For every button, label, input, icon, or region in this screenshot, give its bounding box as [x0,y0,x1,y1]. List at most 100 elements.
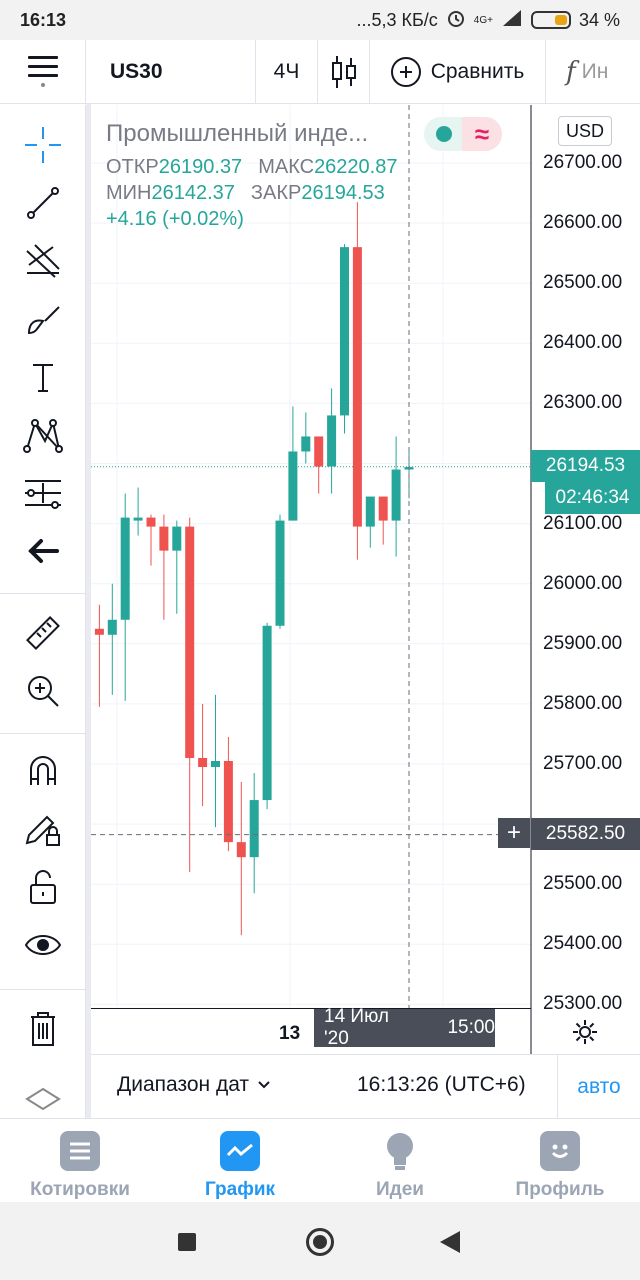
symbol-title[interactable]: Промышленный инде... [106,120,369,147]
indicators-label: Ин [581,59,609,83]
text-icon [33,364,53,392]
candle-body[interactable] [120,517,130,620]
timezone-clock[interactable]: 16:13:26 (UTC+6) [357,1073,526,1096]
legend-change: +4.16 (+0.02%) [106,206,526,232]
candle-body[interactable] [94,628,104,635]
visibility-tool[interactable] [0,917,86,973]
compare-label: Сравнить [430,59,525,83]
indicators-button[interactable]: f Ин [546,40,640,104]
candle-body[interactable] [223,760,233,843]
menu-button[interactable] [0,39,86,104]
measure-lines-icon [25,480,61,509]
bottom-tab-bar: Котировки График Идеи Профиль [0,1118,640,1202]
pitchfork-icon [26,244,60,278]
low-value: 26142.37 [151,182,235,204]
auto-scale-button[interactable]: авто [557,1055,640,1119]
crosshair-price-tag: 25582.50 [531,818,640,850]
candle-body[interactable] [352,247,362,527]
candle-body[interactable] [378,496,388,521]
add-circle-icon [390,56,421,87]
price-tick-label: 26500.00 [543,272,623,294]
lock-tool[interactable] [0,859,86,915]
back-icon[interactable] [440,1231,460,1253]
price-tick-label: 26300.00 [543,392,623,414]
candle-body[interactable] [236,842,246,858]
lock-drawing-tool[interactable] [0,801,86,857]
compare-button[interactable]: Сравнить [370,39,546,104]
text-tool[interactable] [0,349,86,405]
pattern-tool[interactable] [0,407,86,463]
crosshair-add-button[interactable]: + [498,818,530,848]
crosshair-tool[interactable] [0,117,86,173]
crosshair-icon [25,127,61,163]
back-tool[interactable] [0,523,86,579]
zoom-tool[interactable] [0,663,86,719]
chart-canvas[interactable] [91,105,640,1118]
candle-body[interactable] [185,526,195,758]
candle-body[interactable] [146,517,156,527]
prediction-tool[interactable] [0,465,86,521]
candle-body[interactable] [365,496,375,527]
candles-icon [331,55,356,88]
ruler-icon [26,616,60,650]
currency-button[interactable]: USD [558,116,612,146]
brush-tool[interactable] [0,291,86,347]
chart-legend: Промышленный инде... ≈ ОТКР26190.37 МАКС2… [106,114,526,232]
chart-type-button[interactable] [318,39,370,104]
status-bar: 16:13 ...5,3 КБ/с 4G+ 34 % [0,0,640,40]
candle-body[interactable] [107,619,117,635]
interval-button[interactable]: 4Ч [256,39,318,104]
layers-tool[interactable] [0,1075,86,1131]
price-tick-label: 25500.00 [543,873,623,895]
date-range-button[interactable]: Диапазон дат [117,1073,271,1097]
candle-body[interactable] [159,526,169,551]
tab-chart[interactable]: График [160,1119,320,1203]
home-icon[interactable] [306,1228,334,1256]
delete-tool[interactable] [0,1001,86,1057]
candle-body[interactable] [172,526,182,551]
candle-body[interactable] [249,800,259,858]
panel-divider [86,40,91,1118]
delayed-data-icon: ≈ [462,117,502,151]
change-value: +4.16 (+0.02%) [106,208,244,230]
price-tick-label: 25300.00 [543,993,623,1015]
tab-quotes[interactable]: Котировки [0,1119,160,1203]
candle-body[interactable] [391,469,401,521]
legend-low-close: МИН26142.37 ЗАКР26194.53 [106,182,385,204]
price-tick-label: 26000.00 [543,572,623,594]
pattern-icon [23,419,63,453]
profile-icon [540,1131,580,1171]
candle-body[interactable] [301,436,311,452]
gear-icon[interactable] [571,1018,599,1046]
candle-body[interactable] [327,415,337,467]
market-status-pill[interactable]: ≈ [424,117,502,151]
candle-body[interactable] [198,757,208,768]
price-chart[interactable] [91,105,640,1118]
date-range-label: Диапазон дат [117,1073,250,1096]
ruler-tool[interactable] [0,605,86,661]
candle-body[interactable] [262,625,272,801]
time-tick-13: 13 [279,1023,301,1044]
tab-ideas[interactable]: Идеи [320,1119,480,1203]
trend-line-tool[interactable] [0,175,86,231]
trash-icon [31,1012,55,1046]
candle-body[interactable] [288,451,298,521]
price-tick-label: 26700.00 [543,152,623,173]
zoom-in-icon [28,676,59,707]
candle-body[interactable] [211,760,220,768]
tab-profile[interactable]: Профиль [480,1119,640,1203]
symbol-button[interactable]: US30 [86,39,256,104]
candle-body[interactable] [133,517,143,521]
candle-body[interactable] [275,520,285,626]
market-open-icon [436,126,452,142]
candle-body[interactable] [314,436,324,467]
recent-apps-icon[interactable] [178,1233,196,1251]
magnet-tool[interactable] [0,743,86,799]
chart-toolbar: US30 4Ч Сравнить f Ин [0,39,640,104]
layers-icon [25,1087,61,1111]
candle-body[interactable] [340,247,349,416]
crosshair-time: 15:00 [447,1017,495,1038]
price-tick-label: 25800.00 [543,692,623,714]
time-axis[interactable]: 13 [91,1008,531,1054]
pitchfork-tool[interactable] [0,233,86,289]
